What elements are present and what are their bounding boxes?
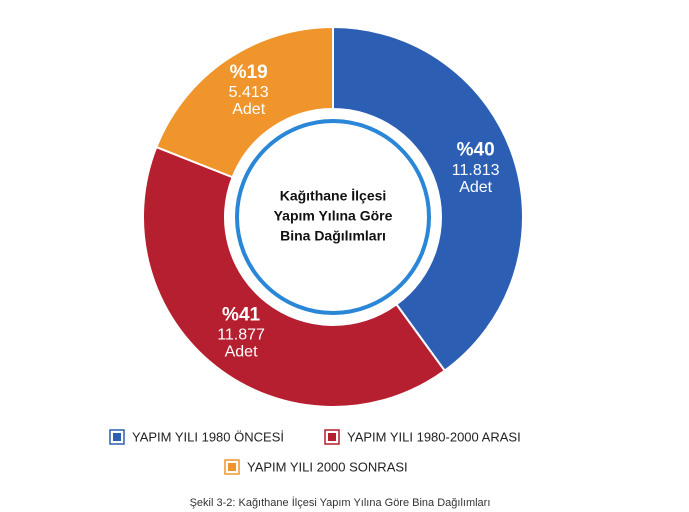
slice-count: 11.877 [217,327,265,344]
center-title: Yapım Yılına Göre [274,208,393,224]
slice-percent: %19 [230,62,268,83]
center-ring [235,119,431,315]
caption: Şekil 3-2: Kağıthane İlçesi Yapım Yılına… [190,496,491,509]
slice-count: 5.413 [229,84,269,101]
center-title: Kağıthane İlçesi [280,188,387,204]
legend-swatch-fill [113,433,121,441]
legend-label: YAPIM YILI 1980 ÖNCESİ [132,429,284,444]
slice-percent: %40 [457,140,495,161]
slice-unit: Adet [232,101,265,118]
legend-swatch-fill [328,433,336,441]
center-disc [225,109,441,325]
legend-swatch-fill [228,463,236,471]
slice-unit: Adet [225,344,258,361]
legend-label: YAPIM YILI 1980-2000 ARASI [347,429,521,444]
legend-label: YAPIM YILI 2000 SONRASI [247,459,408,474]
slice-count: 11.813 [452,162,500,179]
slice-unit: Adet [459,179,492,196]
slice-percent: %41 [222,305,260,326]
center-title: Bina Dağılımları [280,228,386,244]
